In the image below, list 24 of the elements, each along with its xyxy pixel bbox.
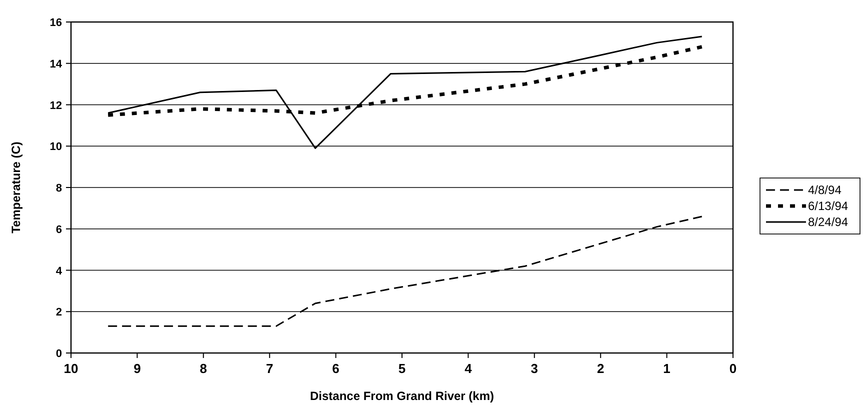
x-axis-title: Distance From Grand River (km) <box>310 389 494 403</box>
x-tick-label: 3 <box>530 361 538 376</box>
y-tick-label: 14 <box>50 58 63 70</box>
x-tick-label: 2 <box>596 361 604 376</box>
y-tick-label: 10 <box>50 141 62 154</box>
y-tick-label: 6 <box>56 224 62 236</box>
y-tick-label: 16 <box>50 17 62 29</box>
y-tick-label: 12 <box>50 100 62 112</box>
x-tick-label: 6 <box>332 361 340 376</box>
x-tick-label: 9 <box>134 361 141 376</box>
y-tick-label: 8 <box>56 182 62 194</box>
y-tick-label: 2 <box>56 306 62 319</box>
legend-label: 6/13/94 <box>808 199 848 213</box>
y-tick-label: 0 <box>56 348 62 360</box>
x-tick-label: 5 <box>398 361 406 376</box>
x-tick-label: 1 <box>663 361 670 376</box>
y-axis-title: Temperature (C) <box>9 142 23 234</box>
x-tick-label: 7 <box>266 361 274 376</box>
x-tick-label: 4 <box>464 361 473 376</box>
legend-label: 8/24/94 <box>808 215 848 229</box>
y-tick-label: 4 <box>56 265 63 278</box>
x-tick-label: 8 <box>200 361 208 376</box>
x-tick-label: 0 <box>729 361 737 376</box>
legend-label: 4/8/94 <box>808 183 842 197</box>
